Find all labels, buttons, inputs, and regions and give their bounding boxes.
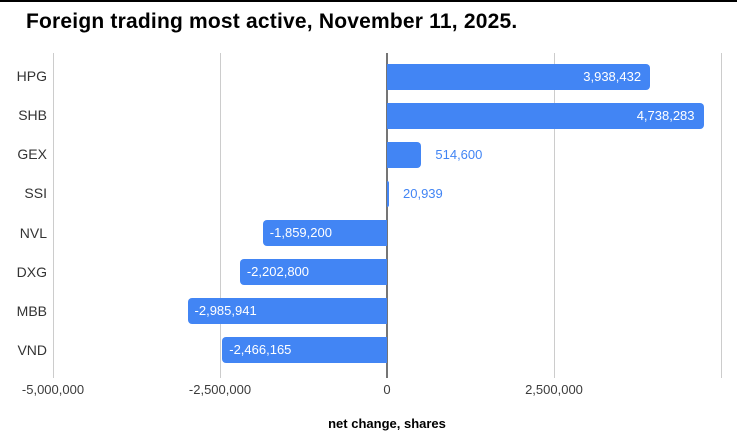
bar-dxg bbox=[239, 259, 387, 286]
x-tick-label: -5,000,000 bbox=[21, 382, 85, 397]
x-tick-label: 0 bbox=[383, 382, 391, 397]
gridline bbox=[720, 53, 722, 378]
value-label-gex: 514,600 bbox=[435, 146, 483, 162]
bar-hpg bbox=[387, 63, 651, 90]
value-label-vnd: -2,466,165 bbox=[229, 342, 292, 358]
x-axis-title: net change, shares bbox=[328, 416, 446, 431]
value-label-shb: 4,738,283 bbox=[636, 107, 695, 123]
category-label-ssi: SSI bbox=[24, 185, 47, 202]
x-tick-label: -2,500,000 bbox=[188, 382, 252, 397]
chart-title: Foreign trading most active, November 11… bbox=[26, 10, 518, 33]
value-label-ssi: 20,939 bbox=[403, 185, 443, 201]
bar-gex bbox=[387, 141, 422, 168]
gridline bbox=[553, 53, 555, 378]
bar-shb bbox=[387, 102, 704, 129]
category-label-dxg: DXG bbox=[16, 263, 47, 280]
value-label-hpg: 3,938,432 bbox=[583, 68, 642, 84]
bar-vnd bbox=[222, 337, 387, 364]
bar-ssi bbox=[387, 180, 389, 207]
category-label-gex: GEX bbox=[17, 146, 47, 163]
category-label-vnd: VND bbox=[17, 341, 47, 358]
zero-axis-line bbox=[386, 53, 388, 378]
category-label-mbb: MBB bbox=[16, 302, 47, 319]
category-label-hpg: HPG bbox=[16, 68, 47, 84]
x-tick-label: 2,500,000 bbox=[525, 382, 583, 397]
value-label-dxg: -2,202,800 bbox=[246, 264, 310, 280]
gridline bbox=[52, 53, 54, 378]
window-top-border bbox=[0, 0, 737, 2]
category-label-nvl: NVL bbox=[19, 224, 47, 241]
value-label-mbb: -2,985,941 bbox=[194, 303, 257, 319]
value-label-nvl: -1,859,200 bbox=[269, 225, 332, 241]
bar-nvl bbox=[262, 220, 387, 247]
bar-mbb bbox=[187, 298, 387, 325]
category-label-shb: SHB bbox=[18, 107, 47, 124]
gridline bbox=[219, 53, 221, 378]
